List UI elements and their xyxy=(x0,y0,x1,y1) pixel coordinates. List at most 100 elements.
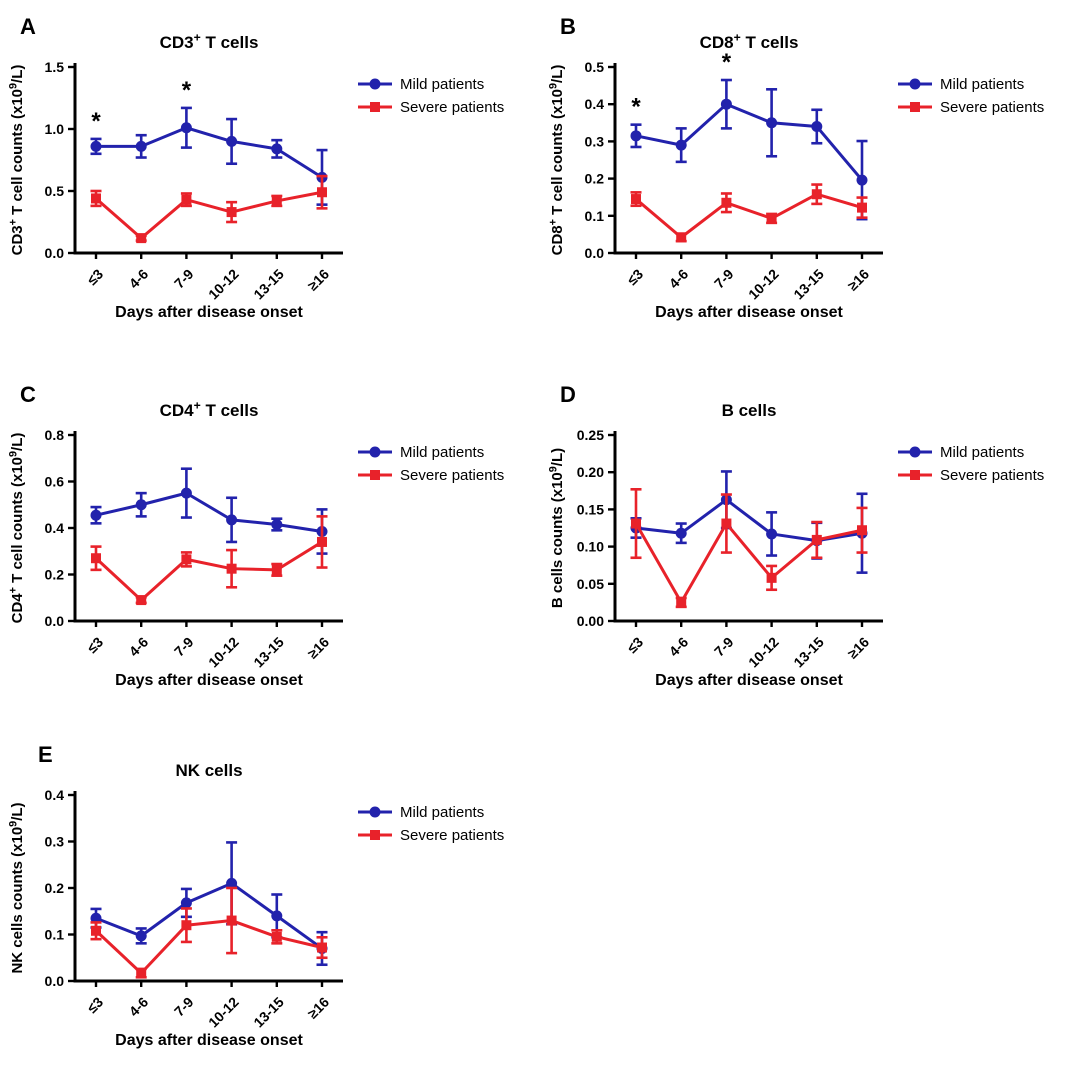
y-axis-label-part: 9 xyxy=(7,451,19,457)
y-tick-label: 0.8 xyxy=(45,427,65,443)
legend-label: Severe patients xyxy=(400,99,504,116)
data-point-severe xyxy=(226,207,237,218)
data-point-mild xyxy=(180,487,192,499)
data-point-severe xyxy=(91,553,101,564)
series-line-mild xyxy=(96,126,323,179)
legend-marker-circle xyxy=(909,446,921,458)
data-point-mild xyxy=(226,877,238,889)
panel-b-cd8-t-cells: B CD8+ T cells 0.0 0.1 0.2 0.3 0.4 0.5 CD8+ T ce… xyxy=(540,0,1080,356)
legend-label: Mild patients xyxy=(400,444,484,461)
chart-title-part: + xyxy=(194,31,201,45)
legend-marker-square xyxy=(370,470,380,480)
y-tick-label: 0.0 xyxy=(585,245,605,261)
panel-letter: D xyxy=(560,382,576,407)
x-tick-label: 10-12 xyxy=(745,634,782,671)
x-tick-label: ≥16 xyxy=(844,634,872,662)
panel-a-cd3-t-cells: A CD3+ T cells 0.0 0.5 1.0 1.5 CD3+ T cell cou… xyxy=(0,0,540,356)
data-point-mild xyxy=(135,140,147,152)
data-point-severe xyxy=(271,195,282,206)
y-tick-label: 0.5 xyxy=(45,183,65,199)
y-tick-label: 0.25 xyxy=(577,427,604,443)
legend-label: Severe patients xyxy=(940,99,1044,116)
data-point-severe xyxy=(317,536,327,547)
y-axis-label-part: T cell counts (x10 xyxy=(9,457,26,587)
x-tick-label: ≥16 xyxy=(304,634,332,662)
panel-c-cd4-t-cells: C CD4+ T cells 0.0 0.2 0.4 0.6 0.8 CD4+ T cell … xyxy=(0,368,540,724)
data-point-mild xyxy=(271,519,283,531)
data-point-mild xyxy=(856,174,868,186)
chart-title: CD8+ T cells xyxy=(700,31,799,52)
y-axis-label-part: 9 xyxy=(547,466,559,472)
legend-item-severe: Severe patients xyxy=(358,99,504,116)
data-point-mild xyxy=(766,528,778,540)
chart-title: B cells xyxy=(722,401,777,420)
data-point-mild xyxy=(90,912,102,924)
legend-label: Severe patients xyxy=(400,827,504,844)
significance-asterisk: * xyxy=(722,49,732,76)
panel-letter: C xyxy=(20,382,36,407)
y-axis-label-part: 9 xyxy=(547,83,559,89)
chart-d-canvas: D B cells 0.00 0.05 0.10 0.15 0.20 0.25 B cells … xyxy=(547,382,1044,689)
y-tick-label: 0.10 xyxy=(577,539,604,555)
data-point-mild xyxy=(180,897,192,909)
data-point-severe xyxy=(317,187,327,198)
legend-marker-circle xyxy=(369,806,381,818)
chart-title-part: B cells xyxy=(722,401,777,420)
data-point-severe xyxy=(136,233,147,244)
x-tick-label: ≤3 xyxy=(624,634,646,656)
data-point-severe xyxy=(317,942,327,953)
legend-item-severe: Severe patients xyxy=(898,99,1044,116)
data-point-severe xyxy=(271,564,282,575)
data-point-mild xyxy=(271,910,283,922)
panel-letter: B xyxy=(560,14,576,39)
data-point-severe xyxy=(631,518,641,529)
data-point-mild xyxy=(630,130,642,142)
y-tick-label: 0.3 xyxy=(585,133,605,149)
y-tick-label: 0.0 xyxy=(45,613,65,629)
significance-asterisk: * xyxy=(631,94,641,121)
data-point-severe xyxy=(91,193,101,204)
y-axis-label-part: T cell counts (x10 xyxy=(9,89,26,219)
x-axis-label: Days after disease onset xyxy=(115,304,303,321)
data-point-severe xyxy=(181,554,192,565)
x-tick-label: ≤3 xyxy=(84,634,106,656)
y-axis-label-part: CD3 xyxy=(9,225,26,255)
data-point-mild xyxy=(90,509,102,521)
data-point-severe xyxy=(631,194,641,205)
legend-label: Severe patients xyxy=(400,467,504,484)
chart-title-part: CD3 xyxy=(160,33,194,52)
series-line-severe xyxy=(94,540,323,602)
y-axis-label: B cells counts (x109/L) xyxy=(547,448,566,608)
legend-label: Mild patients xyxy=(940,76,1024,93)
data-point-mild xyxy=(90,140,102,152)
y-tick-label: 0.1 xyxy=(45,927,65,943)
y-axis-label: CD8+ T cell counts (x109/L) xyxy=(547,65,566,256)
y-tick-label: 0.15 xyxy=(577,501,604,517)
chart-title-part: T cells xyxy=(201,401,259,420)
data-point-mild xyxy=(720,98,732,110)
data-point-severe xyxy=(811,189,822,200)
x-tick-label: 4-6 xyxy=(126,266,152,292)
chart-title-part: NK cells xyxy=(175,761,242,780)
chart-e-canvas: E NK cells 0.0 0.1 0.2 0.3 0.4 NK cells counts … xyxy=(7,742,504,1049)
y-tick-label: 0.0 xyxy=(45,973,65,989)
series-line-mild xyxy=(635,498,863,543)
significance-asterisk: * xyxy=(91,108,101,135)
x-tick-label: 13-15 xyxy=(250,634,287,671)
y-tick-label: 0.05 xyxy=(577,576,604,592)
data-point-severe xyxy=(811,534,822,545)
x-tick-label: 13-15 xyxy=(790,634,827,671)
data-point-severe xyxy=(271,931,282,942)
data-point-severe xyxy=(136,968,147,979)
x-tick-label: ≤3 xyxy=(84,266,106,288)
chart-title-part: + xyxy=(194,399,201,413)
data-point-severe xyxy=(721,197,732,208)
data-point-severe xyxy=(766,572,777,583)
x-tick-label: ≤3 xyxy=(624,266,646,288)
legend-item-mild: Mild patients xyxy=(358,444,484,461)
y-axis-label: CD3+ T cell counts (x109/L) xyxy=(7,65,26,256)
legend-label: Mild patients xyxy=(940,444,1024,461)
